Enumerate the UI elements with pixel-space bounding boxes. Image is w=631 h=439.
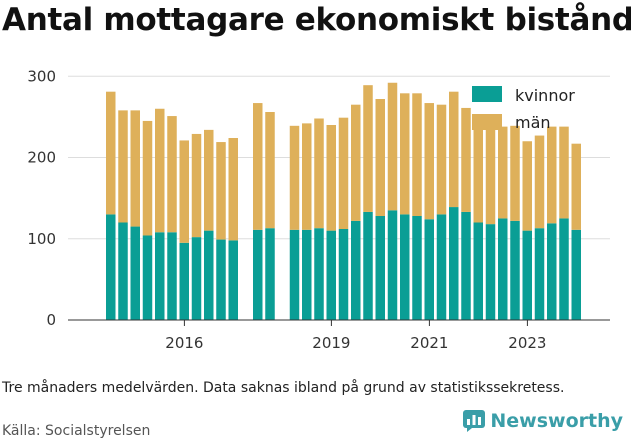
bar-kvinnor [338,229,349,320]
brand-name: Newsworthy [490,410,623,432]
bar-man [498,126,508,219]
bar-man [400,93,410,215]
bar-kvinnor [534,228,545,320]
bar-kvinnor [412,216,422,320]
bar-man [351,104,361,221]
bar-man [302,123,312,230]
x-tick-label: 2021 [410,334,448,352]
bar-man [142,120,153,236]
bar-kvinnor [326,230,336,320]
bar-kvinnor [302,229,312,320]
x-tick-label: 2023 [508,334,546,352]
brand-logo: Newsworthy [463,410,623,432]
bar-kvinnor [265,228,275,320]
bar-kvinnor [106,214,116,320]
bar-man [387,82,398,211]
bar-man [216,142,226,240]
bar-man [449,91,459,208]
bar-man [571,143,581,230]
bar-man [522,141,532,231]
bar-man [547,126,557,224]
bar-kvinnor [571,229,581,320]
bar-man [559,126,569,219]
bar-man [289,125,300,230]
bar-kvinnor [498,218,508,320]
bar-man [436,104,447,215]
legend-label-man: män [515,113,551,132]
bar-man [155,108,165,233]
bar-kvinnor [142,235,153,320]
bar-kvinnor [485,224,496,320]
bar-man [461,107,471,212]
bar-kvinnor [204,230,214,320]
y-tick-label: 100 [27,230,56,248]
bar-man [167,116,177,233]
y-tick-label: 0 [46,311,56,329]
bar-kvinnor [473,222,483,320]
bar-kvinnor [289,229,300,320]
bar-man [314,118,324,229]
stacked-bar-chart: 0 100 200 300 2016 2019 2021 2023 kvinnor män [27,67,610,352]
source-credit: Källa: Socialstyrelsen [2,423,151,439]
bar-man [485,120,496,225]
chart-title: Antal mottagare ekonomiskt bistånd [2,2,631,38]
bar-kvinnor [130,226,140,320]
bar-man [265,112,275,229]
bar-kvinnor [436,214,447,320]
bar-man [473,125,483,223]
bar-kvinnor [363,211,373,320]
bar-kvinnor [216,239,226,320]
bar-man [375,99,385,216]
bar-man [534,135,545,229]
bar-man [118,110,128,223]
bar-man [326,125,336,231]
legend: kvinnor män [472,86,575,132]
bar-man [338,117,349,229]
bar-kvinnor [351,220,361,320]
bar-man [130,110,140,227]
chart-note: Tre månaders medelvärden. Data saknas ib… [2,380,565,396]
x-tick-label: 2019 [312,334,350,352]
bar-man [510,125,520,221]
y-tick-label: 200 [27,149,56,167]
bar-kvinnor [155,232,165,320]
bar-kvinnor [387,210,398,320]
bar-kvinnor [400,214,410,320]
bar-man [228,138,238,241]
legend-label-kvinnor: kvinnor [515,86,575,105]
bar-man [253,103,263,230]
bar-man [191,133,202,238]
bar-kvinnor [547,223,557,320]
bar-kvinnor [461,211,471,320]
y-tick-label: 300 [27,67,56,85]
bar-kvinnor [510,220,520,320]
bar-kvinnor [424,219,434,320]
bar-kvinnor [253,229,263,320]
bar-kvinnor [118,222,128,320]
bar-kvinnor [375,216,385,320]
bar-kvinnor [522,230,532,320]
bar-man [424,103,434,220]
bar-man [204,129,214,231]
bar-kvinnor [167,232,177,320]
x-tick-label: 2016 [165,334,203,352]
legend-swatch-man [472,114,502,130]
axes: 0 100 200 300 2016 2019 2021 2023 [27,67,610,352]
bar-kvinnor [314,228,324,320]
bar-kvinnor [228,240,238,320]
bar-man [363,85,373,212]
bar-kvinnor [449,207,459,320]
newsworthy-logo-icon [463,410,486,432]
bar-kvinnor [191,237,202,320]
bar-kvinnor [559,218,569,320]
bar-man [106,91,116,215]
bars [106,82,581,320]
legend-swatch-kvinnor [472,86,502,102]
bar-man [412,93,422,216]
bar-man [179,140,189,243]
bar-kvinnor [179,242,189,320]
